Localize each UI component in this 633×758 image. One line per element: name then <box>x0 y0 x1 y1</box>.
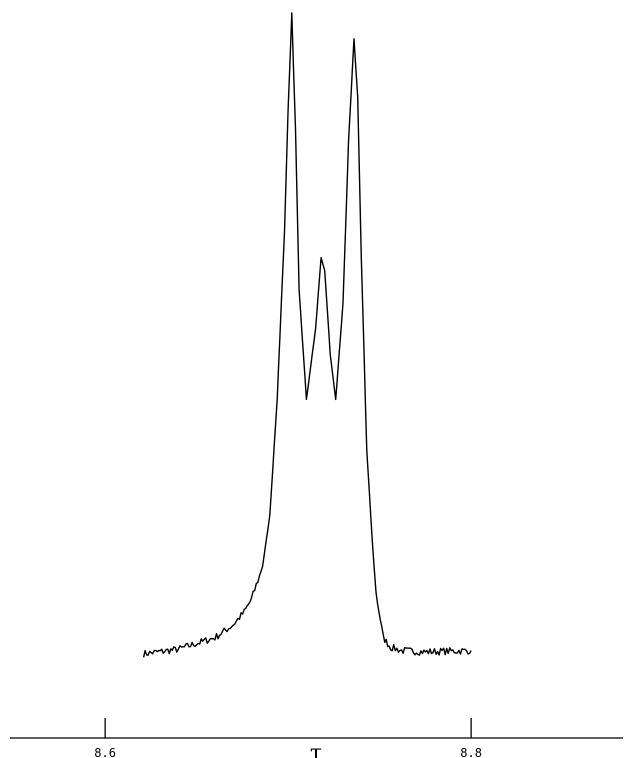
x-axis-ticks: 8.6 8.8 <box>94 718 482 758</box>
x-tick-label: 8.6 <box>94 746 116 758</box>
x-tick-label: 8.8 <box>460 746 482 758</box>
plot-area <box>142 12 472 658</box>
x-axis-title: τ <box>310 741 322 758</box>
spectrum-trace <box>142 12 472 658</box>
